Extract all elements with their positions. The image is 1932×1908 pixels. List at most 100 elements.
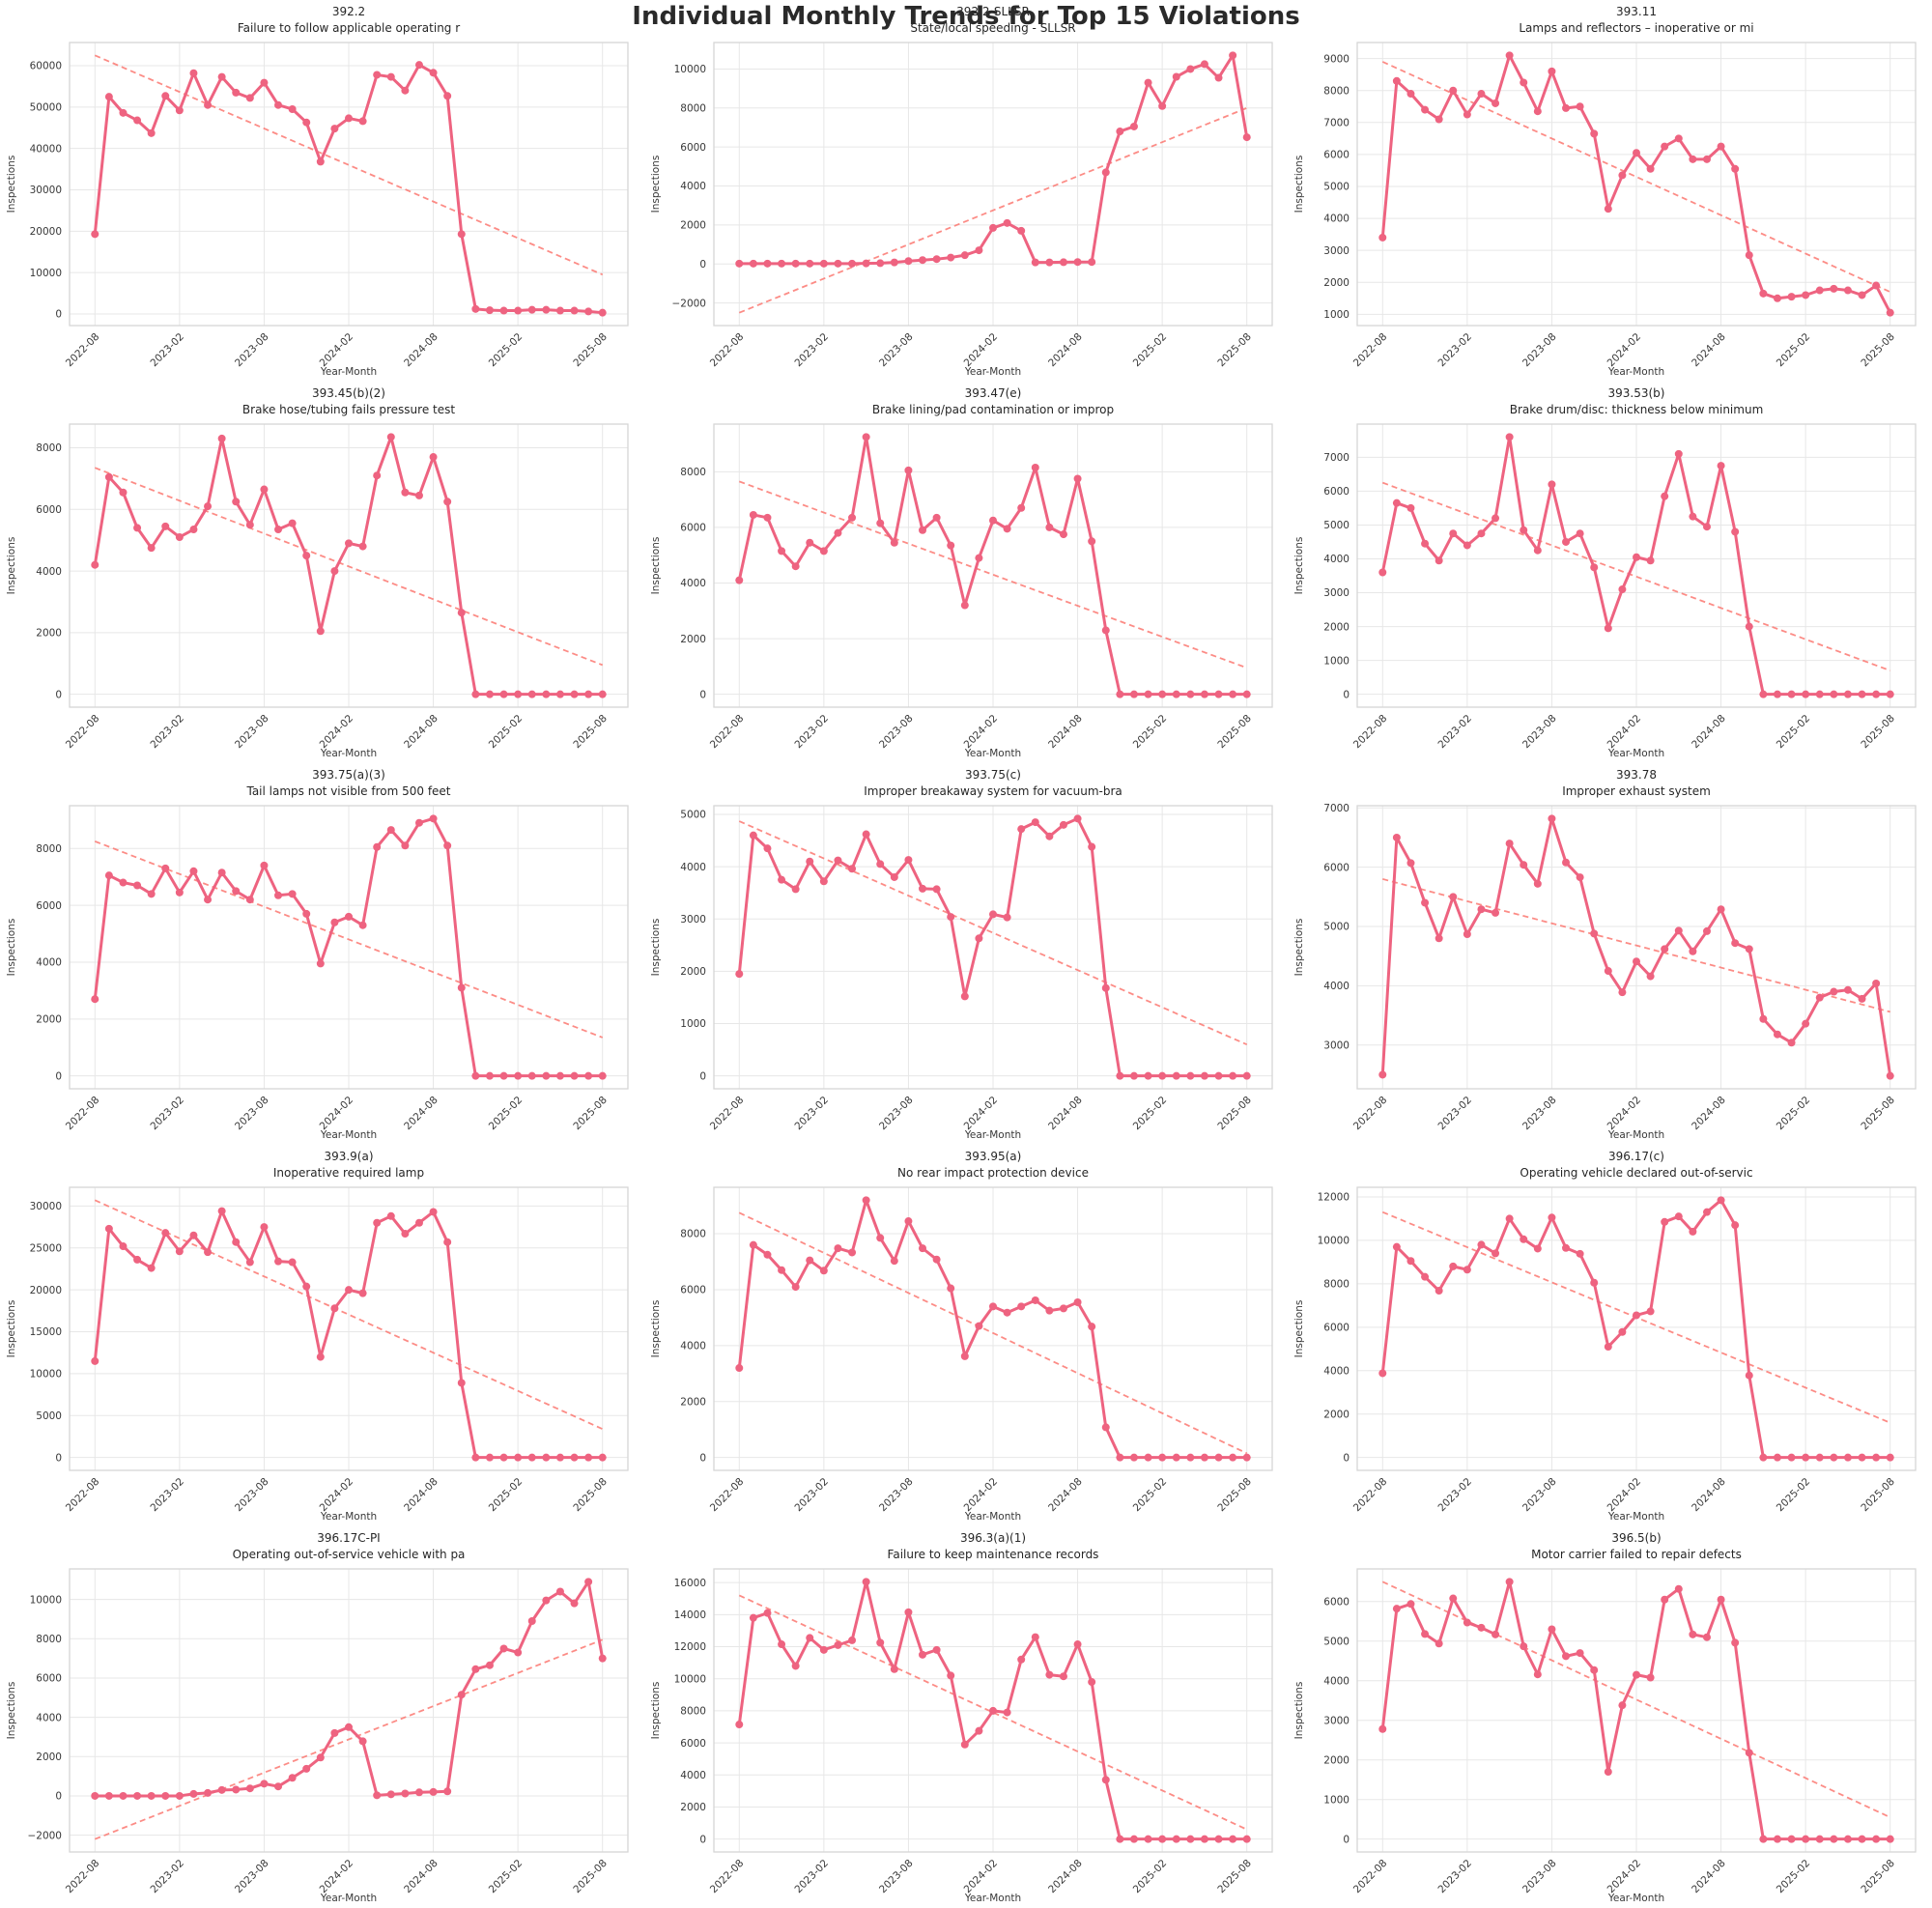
data-point bbox=[1185, 1835, 1194, 1843]
data-point bbox=[1016, 1302, 1025, 1311]
data-point bbox=[345, 1286, 353, 1295]
x-tick-label: 2023-02 bbox=[148, 1476, 186, 1515]
data-point bbox=[1816, 993, 1825, 1002]
data-point bbox=[834, 1640, 842, 1649]
data-point bbox=[1449, 1594, 1458, 1603]
y-tick-label: 8000 bbox=[1324, 85, 1350, 97]
data-point bbox=[1830, 690, 1838, 698]
data-point bbox=[260, 485, 269, 494]
y-axis-label: Inspections bbox=[6, 919, 17, 977]
x-tick-label: 2024-02 bbox=[1605, 1858, 1644, 1896]
data-point bbox=[1073, 474, 1082, 483]
x-tick-label: 2025-02 bbox=[1130, 1858, 1169, 1896]
subplot-title-desc: Operating out-of-service vehicle with pa bbox=[233, 1548, 466, 1561]
data-point bbox=[204, 100, 213, 109]
data-point bbox=[1858, 1835, 1866, 1843]
data-point bbox=[1731, 527, 1740, 536]
data-points bbox=[734, 814, 1251, 1080]
data-points bbox=[91, 1578, 607, 1800]
data-point bbox=[1746, 622, 1754, 631]
data-point bbox=[1844, 1835, 1853, 1843]
data-point bbox=[1214, 1453, 1223, 1462]
data-point bbox=[805, 538, 813, 547]
subplot-title-code: 396.17C-PI bbox=[317, 1531, 380, 1545]
trend-line bbox=[738, 1594, 1247, 1831]
data-point bbox=[104, 1791, 113, 1800]
y-tick-label: 4000 bbox=[1324, 981, 1350, 992]
data-point bbox=[1435, 1287, 1443, 1296]
y-tick-label: 3000 bbox=[1324, 1039, 1350, 1051]
data-point bbox=[1703, 155, 1712, 163]
data-point bbox=[1562, 103, 1571, 112]
y-tick-label: 6000 bbox=[680, 1285, 706, 1296]
y-tick-label: 10000 bbox=[673, 1673, 705, 1685]
data-point bbox=[91, 995, 99, 1004]
data-point bbox=[1492, 908, 1500, 917]
y-tick-label: −2000 bbox=[27, 1830, 62, 1841]
data-point bbox=[1505, 433, 1514, 441]
line-chart: 0 2000 4000 6000 8000 10000 12000 14000 16000 202… bbox=[650, 1531, 1273, 1904]
y-tick-label: 7000 bbox=[1324, 452, 1350, 464]
data-point bbox=[763, 1609, 772, 1617]
data-point bbox=[204, 502, 213, 511]
x-tick-label: 2024-02 bbox=[318, 1858, 356, 1896]
data-point bbox=[918, 884, 926, 893]
data-point bbox=[1520, 1235, 1528, 1243]
x-tick-label: 2024-02 bbox=[961, 1858, 1000, 1896]
data-point bbox=[316, 1753, 325, 1762]
data-point bbox=[1675, 1584, 1684, 1593]
x-axis-label: Year-Month bbox=[964, 1129, 1021, 1141]
data-point bbox=[904, 257, 913, 266]
data-point bbox=[932, 255, 941, 264]
data-point bbox=[1887, 1835, 1895, 1843]
y-tick-label: 1000 bbox=[1324, 655, 1350, 667]
data-point bbox=[414, 818, 423, 827]
data-point bbox=[1003, 525, 1011, 533]
data-points bbox=[91, 433, 607, 698]
data-point bbox=[598, 1453, 607, 1462]
y-tick-label: 3000 bbox=[1324, 1715, 1350, 1726]
data-point bbox=[1576, 873, 1584, 882]
x-tick-label: 2025-02 bbox=[487, 1095, 526, 1133]
data-point bbox=[147, 128, 156, 137]
data-point bbox=[1844, 690, 1853, 698]
data-point bbox=[457, 230, 466, 239]
data-point bbox=[847, 1248, 856, 1257]
data-point bbox=[1661, 1595, 1669, 1604]
data-point bbox=[485, 690, 494, 698]
panel-border bbox=[69, 1568, 629, 1853]
data-point bbox=[386, 433, 395, 441]
data-point bbox=[1185, 690, 1194, 698]
x-axis-label: Year-Month bbox=[320, 366, 377, 378]
data-point bbox=[1003, 218, 1011, 227]
data-point bbox=[429, 1787, 438, 1796]
y-tick-label: 4000 bbox=[1324, 1365, 1350, 1377]
data-point bbox=[805, 857, 813, 866]
data-point bbox=[217, 1785, 226, 1794]
data-point bbox=[1378, 233, 1387, 242]
data-point bbox=[1746, 1749, 1754, 1757]
data-point bbox=[245, 94, 254, 102]
data-point bbox=[1759, 690, 1768, 698]
data-point bbox=[1562, 537, 1571, 546]
y-tick-label: 5000 bbox=[1324, 1636, 1350, 1647]
data-point bbox=[1016, 226, 1025, 235]
x-tick-label: 2023-02 bbox=[792, 713, 831, 752]
data-point bbox=[499, 690, 508, 698]
data-point bbox=[1449, 529, 1458, 538]
panel-border bbox=[1356, 423, 1917, 708]
data-point bbox=[777, 259, 785, 268]
data-point bbox=[988, 223, 997, 232]
x-tick-label: 2024-02 bbox=[961, 1476, 1000, 1515]
x-tick-label: 2022-08 bbox=[708, 1858, 747, 1896]
y-tick-label: 12000 bbox=[1318, 1192, 1350, 1204]
data-point bbox=[1406, 1600, 1415, 1609]
subplot: −2000 0 2000 4000 6000 8000 10000 2022-08 2023-0… bbox=[644, 0, 1288, 382]
data-point bbox=[598, 1654, 607, 1663]
data-point bbox=[1242, 133, 1251, 142]
data-point bbox=[1393, 1605, 1402, 1613]
data-point bbox=[1576, 1249, 1584, 1258]
data-point bbox=[175, 1791, 184, 1800]
data-point bbox=[1101, 983, 1110, 992]
subplot-title-code: 393.75(a)(3) bbox=[312, 768, 385, 782]
